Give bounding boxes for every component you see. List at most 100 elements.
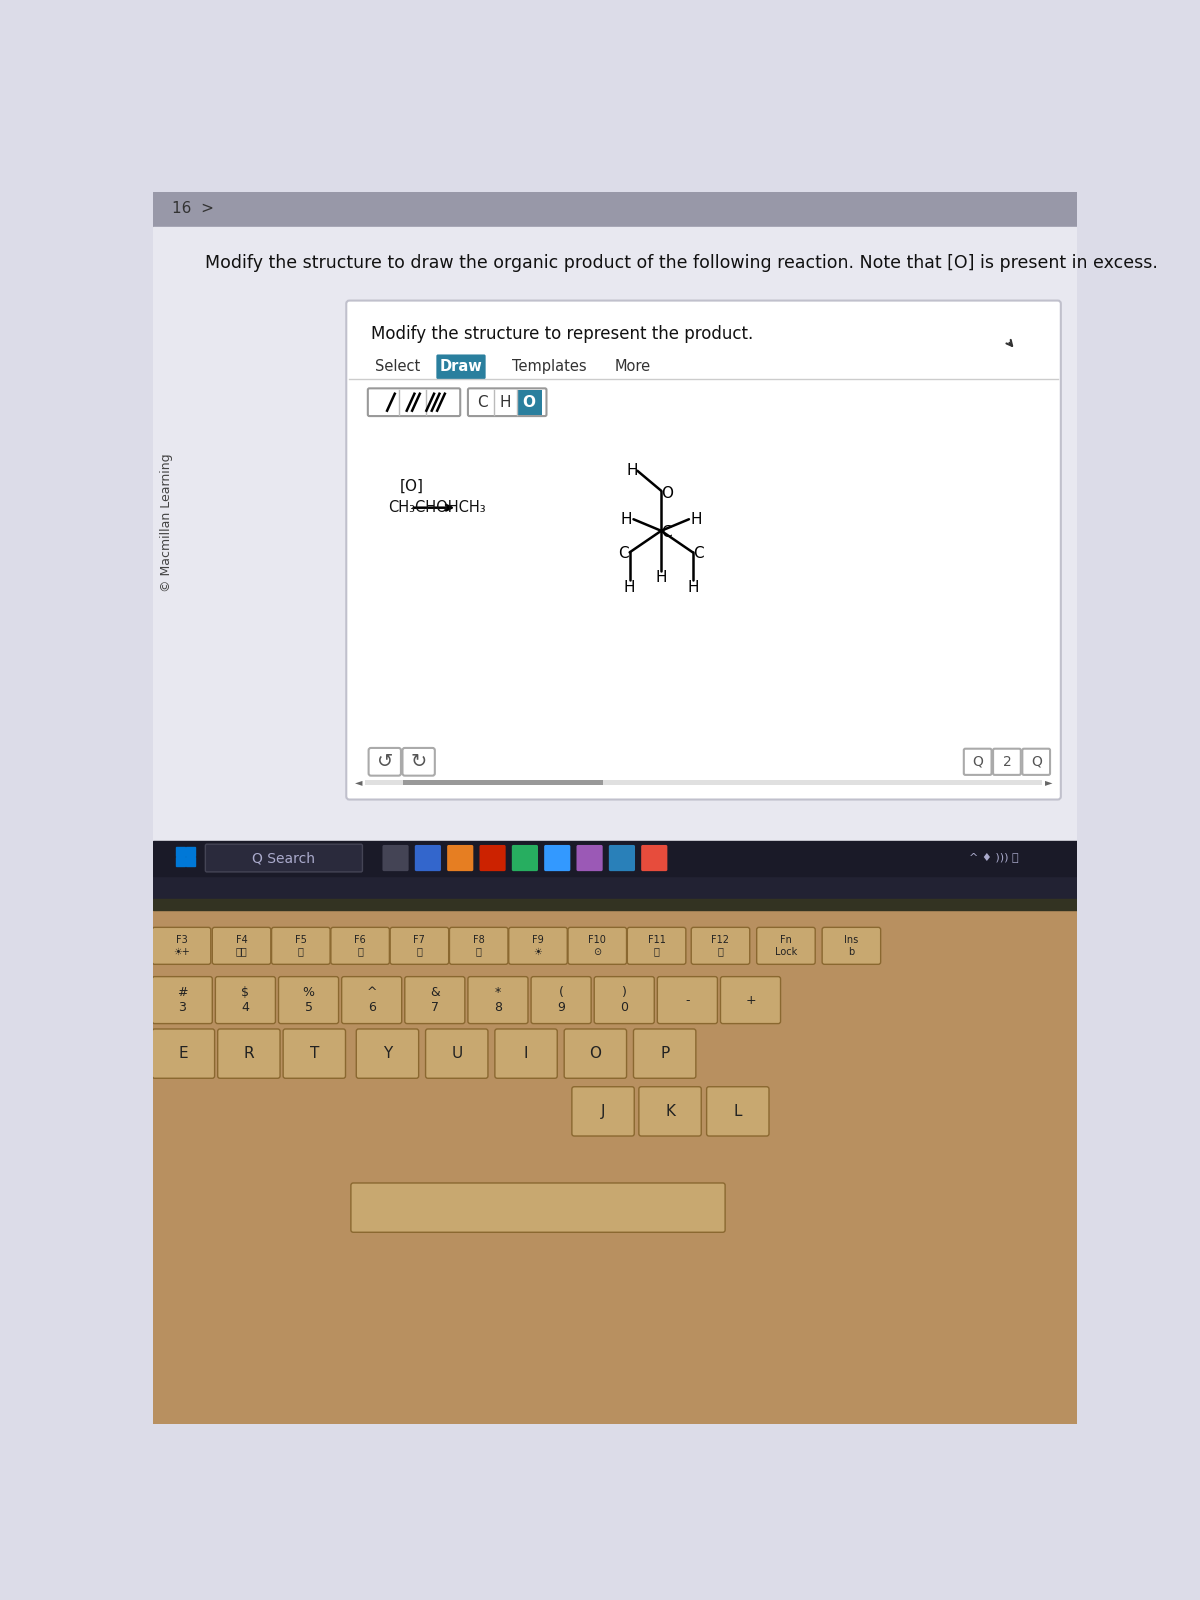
Text: More: More <box>614 360 650 374</box>
FancyBboxPatch shape <box>271 928 330 965</box>
Text: F8
🔊: F8 🔊 <box>473 934 485 957</box>
FancyBboxPatch shape <box>544 845 570 870</box>
Text: (
9: ( 9 <box>557 986 565 1014</box>
Text: -: - <box>685 994 690 1006</box>
Text: H: H <box>626 464 637 478</box>
FancyBboxPatch shape <box>594 976 654 1024</box>
Text: $
4: $ 4 <box>241 986 250 1014</box>
FancyBboxPatch shape <box>402 747 434 776</box>
Text: Q: Q <box>972 755 983 770</box>
FancyBboxPatch shape <box>390 928 449 965</box>
Text: K: K <box>665 1104 676 1118</box>
Text: &
7: & 7 <box>430 986 439 1014</box>
Text: C: C <box>694 547 704 562</box>
Text: O: O <box>522 395 535 410</box>
FancyBboxPatch shape <box>964 749 991 774</box>
FancyBboxPatch shape <box>152 976 212 1024</box>
Text: Ins
b: Ins b <box>845 934 858 957</box>
Text: ^
6: ^ 6 <box>366 986 377 1014</box>
FancyBboxPatch shape <box>628 928 686 965</box>
Bar <box>365 779 1043 786</box>
FancyBboxPatch shape <box>331 928 389 965</box>
FancyBboxPatch shape <box>350 1182 725 1232</box>
FancyBboxPatch shape <box>634 1029 696 1078</box>
FancyBboxPatch shape <box>383 845 409 870</box>
FancyBboxPatch shape <box>658 976 718 1024</box>
Text: L: L <box>733 1104 742 1118</box>
FancyBboxPatch shape <box>152 1029 215 1078</box>
Text: H: H <box>500 395 511 410</box>
Text: )
0: ) 0 <box>620 986 629 1014</box>
Text: [O]: [O] <box>400 478 424 494</box>
Text: F7
🔉: F7 🔉 <box>414 934 425 957</box>
Text: C: C <box>618 547 629 562</box>
FancyBboxPatch shape <box>415 845 440 870</box>
FancyBboxPatch shape <box>572 1086 635 1136</box>
Text: Q: Q <box>1031 755 1042 770</box>
FancyBboxPatch shape <box>347 301 1061 800</box>
Bar <box>176 858 185 866</box>
Text: ◄: ◄ <box>355 778 362 787</box>
Bar <box>186 848 194 856</box>
FancyBboxPatch shape <box>283 1029 346 1078</box>
FancyBboxPatch shape <box>568 928 626 965</box>
Text: I: I <box>524 1046 528 1061</box>
FancyBboxPatch shape <box>437 355 486 379</box>
FancyBboxPatch shape <box>1022 749 1050 774</box>
FancyBboxPatch shape <box>707 1086 769 1136</box>
Text: +: + <box>745 994 756 1006</box>
FancyBboxPatch shape <box>468 389 546 416</box>
FancyBboxPatch shape <box>368 389 461 416</box>
Text: F3
☀+: F3 ☀+ <box>173 934 190 957</box>
Text: 2: 2 <box>1002 755 1012 770</box>
FancyBboxPatch shape <box>532 976 592 1024</box>
Text: H: H <box>655 570 667 586</box>
Text: Templates: Templates <box>512 360 587 374</box>
Text: #
3: # 3 <box>178 986 187 1014</box>
Text: ^ ♦ ))) 🔋: ^ ♦ ))) 🔋 <box>970 853 1019 862</box>
Text: Y: Y <box>383 1046 392 1061</box>
FancyBboxPatch shape <box>608 845 635 870</box>
Text: H: H <box>690 512 702 526</box>
FancyBboxPatch shape <box>822 928 881 965</box>
Bar <box>186 858 194 866</box>
Text: Modify the structure to draw the organic product of the following reaction. Note: Modify the structure to draw the organic… <box>205 253 1158 272</box>
FancyBboxPatch shape <box>757 928 815 965</box>
FancyBboxPatch shape <box>368 747 401 776</box>
FancyBboxPatch shape <box>720 976 780 1024</box>
FancyBboxPatch shape <box>638 1086 701 1136</box>
Bar <box>154 899 1078 910</box>
FancyBboxPatch shape <box>494 1029 557 1078</box>
FancyBboxPatch shape <box>509 928 568 965</box>
FancyBboxPatch shape <box>342 976 402 1024</box>
FancyBboxPatch shape <box>278 976 338 1024</box>
Bar <box>403 779 604 786</box>
Text: F4
⬛⬛: F4 ⬛⬛ <box>235 934 247 957</box>
Text: Modify the structure to represent the product.: Modify the structure to represent the pr… <box>371 325 754 344</box>
Bar <box>154 227 1078 843</box>
FancyBboxPatch shape <box>217 1029 280 1078</box>
FancyBboxPatch shape <box>641 845 667 870</box>
Text: 16  >: 16 > <box>173 202 214 216</box>
Text: ↺: ↺ <box>377 752 392 771</box>
Text: O: O <box>661 486 673 501</box>
Text: J: J <box>601 1104 605 1118</box>
FancyBboxPatch shape <box>404 976 464 1024</box>
Text: F5
⬜: F5 ⬜ <box>295 934 307 957</box>
Bar <box>154 875 1078 899</box>
FancyBboxPatch shape <box>215 976 276 1024</box>
Text: %
5: % 5 <box>302 986 314 1014</box>
Text: Select: Select <box>376 360 420 374</box>
Text: Draw: Draw <box>439 360 482 374</box>
Text: E: E <box>179 1046 188 1061</box>
Text: *
8: * 8 <box>494 986 502 1014</box>
FancyBboxPatch shape <box>205 845 362 872</box>
FancyBboxPatch shape <box>480 845 505 870</box>
Bar <box>176 848 185 856</box>
Text: U: U <box>451 1046 462 1061</box>
Text: C: C <box>478 395 488 410</box>
Text: C: C <box>661 525 672 539</box>
FancyBboxPatch shape <box>564 1029 626 1078</box>
Text: H: H <box>620 512 632 526</box>
Text: T: T <box>310 1046 319 1061</box>
